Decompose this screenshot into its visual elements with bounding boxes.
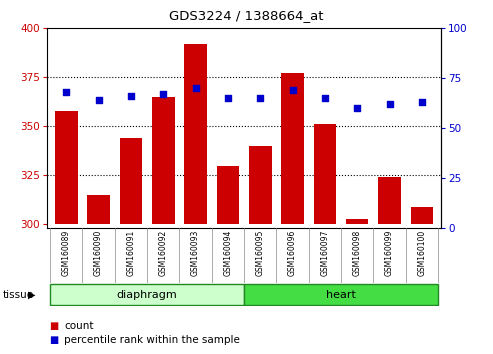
Bar: [411, 207, 433, 224]
Text: GSM160090: GSM160090: [94, 230, 103, 276]
Text: heart: heart: [326, 290, 356, 300]
Point: [127, 93, 135, 99]
Bar: [55, 111, 77, 224]
Text: GSM160099: GSM160099: [385, 230, 394, 276]
Bar: [314, 124, 336, 224]
Text: percentile rank within the sample: percentile rank within the sample: [64, 335, 240, 345]
Point: [386, 102, 393, 107]
Bar: [120, 138, 142, 224]
Bar: [378, 177, 401, 224]
Text: GSM160094: GSM160094: [223, 230, 232, 276]
Point: [62, 90, 70, 95]
Bar: [216, 166, 239, 224]
Point: [288, 87, 296, 93]
Text: tissue: tissue: [2, 290, 34, 299]
Text: GSM160098: GSM160098: [352, 230, 362, 276]
Text: GSM160089: GSM160089: [62, 230, 70, 276]
Text: ■: ■: [49, 335, 59, 345]
Point: [159, 91, 167, 97]
Bar: [244, 284, 438, 305]
Point: [256, 96, 264, 101]
Point: [224, 96, 232, 101]
Text: ■: ■: [49, 321, 59, 331]
Bar: [249, 146, 272, 224]
Text: GSM160091: GSM160091: [126, 230, 136, 276]
Bar: [152, 97, 175, 224]
Text: GSM160096: GSM160096: [288, 230, 297, 276]
Bar: [87, 195, 110, 224]
Bar: [281, 73, 304, 224]
Text: GSM160092: GSM160092: [159, 230, 168, 276]
Point: [192, 86, 200, 91]
Text: ▶: ▶: [28, 290, 35, 299]
Bar: [346, 218, 368, 224]
Point: [95, 97, 103, 103]
Bar: [184, 44, 207, 224]
Text: GSM160100: GSM160100: [418, 230, 426, 276]
Text: GDS3224 / 1388664_at: GDS3224 / 1388664_at: [169, 9, 324, 22]
Text: GSM160095: GSM160095: [256, 230, 265, 276]
Point: [353, 105, 361, 111]
Point: [321, 96, 329, 101]
Text: count: count: [64, 321, 94, 331]
Point: [418, 99, 426, 105]
Text: GSM160097: GSM160097: [320, 230, 329, 276]
Bar: [50, 284, 244, 305]
Text: diaphragm: diaphragm: [117, 290, 177, 300]
Text: GSM160093: GSM160093: [191, 230, 200, 276]
